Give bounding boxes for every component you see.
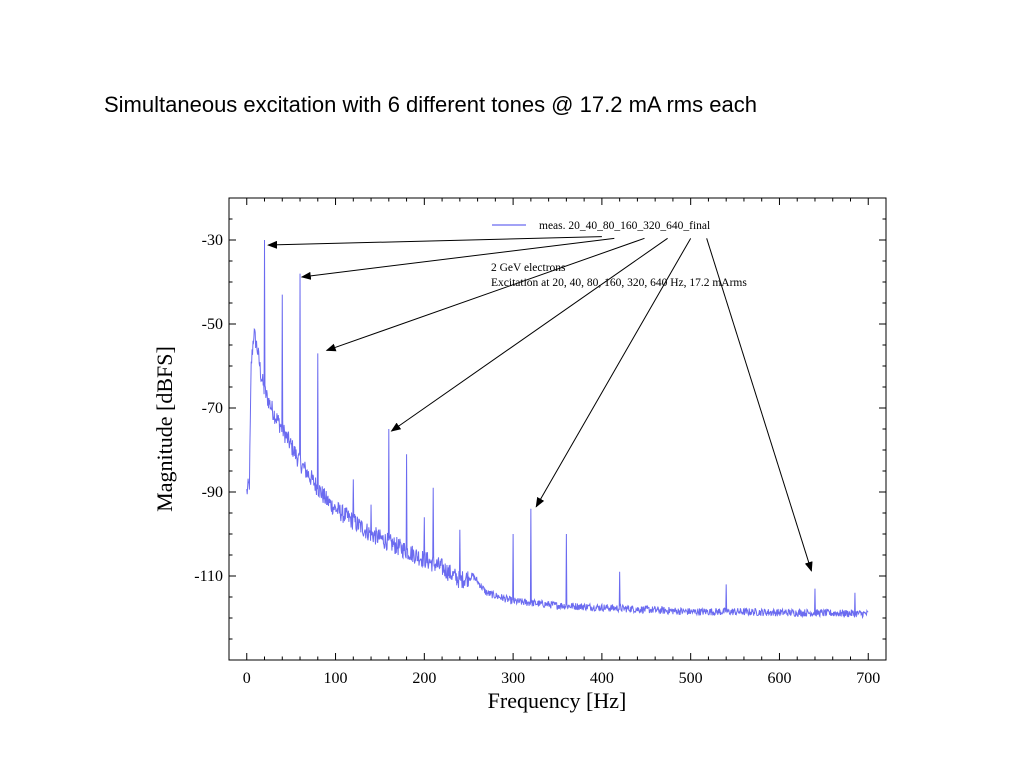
annotation-arrow [300,237,615,280]
annotation-arrow [325,237,645,352]
x-tick-label: 100 [324,670,348,687]
y-tick-label: -30 [202,232,223,249]
x-axis-title: Frequency [Hz] [488,688,627,713]
x-tick-label: 300 [501,670,525,687]
y-tick-label: -70 [202,400,223,417]
y-tick-label: -90 [202,484,223,501]
x-tick-label: 400 [590,670,614,687]
x-tick-label: 200 [412,670,436,687]
x-tick-label: 700 [856,670,880,687]
y-tick-label: -50 [202,316,223,333]
annotation-arrow [390,237,668,432]
y-tick-label: -110 [194,568,223,585]
spectrum-line [246,239,869,620]
annotation-note-line2: Excitation at 20, 40, 80, 160, 320, 640 … [491,277,747,289]
legend-label: meas. 20_40_80_160_320_640_final [539,220,710,232]
annotation-arrow [267,236,602,249]
annotation-arrows [267,236,813,572]
x-tick-label: 0 [243,670,251,687]
x-tick-label: 500 [679,670,703,687]
slide-title: Simultaneous excitation with 6 different… [104,92,757,117]
annotation-arrow [535,238,692,508]
axis-ticks [229,198,886,660]
annotation-arrow [706,238,813,572]
series-layer [246,239,869,620]
y-axis-title: Magnitude [dBFS] [152,346,177,512]
tick-labels: 0 100 200 300 400 500 600 700 -30 -50 -70 -90 -110 [194,232,880,687]
annotation-note-line1: 2 GeV electrons [491,262,566,274]
x-tick-label: 600 [767,670,791,687]
